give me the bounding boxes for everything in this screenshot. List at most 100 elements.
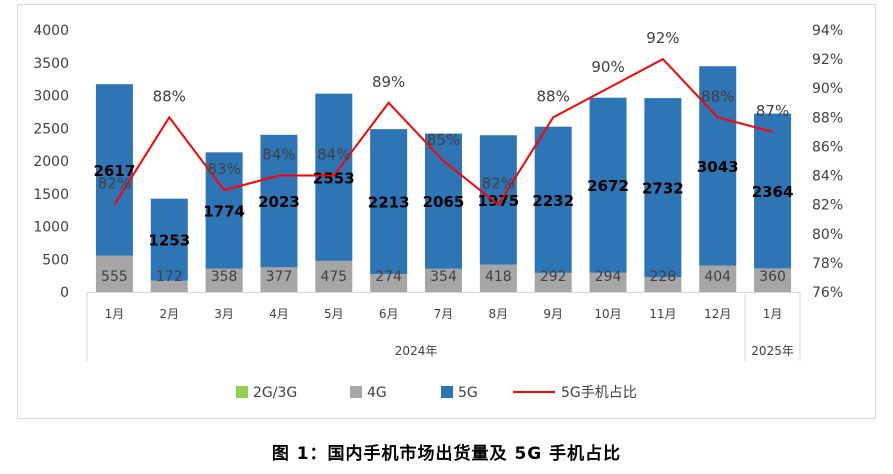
data-label-5g: 3043 bbox=[697, 158, 739, 176]
data-label-5g-share: 84% bbox=[317, 146, 350, 164]
bar-5g bbox=[754, 113, 792, 269]
data-label-5g-share: 83% bbox=[207, 160, 240, 178]
data-label-5g: 1975 bbox=[477, 192, 519, 210]
data-label-5g-share: 90% bbox=[591, 58, 624, 76]
x-tick-label: 10月 bbox=[594, 307, 621, 321]
data-label-5g: 2364 bbox=[752, 183, 794, 201]
x-tick-label: 1月 bbox=[105, 307, 125, 321]
bar-5g bbox=[370, 129, 408, 275]
y-right-tick-label: 76% bbox=[812, 285, 843, 301]
y-right-tick-label: 86% bbox=[812, 139, 843, 155]
x-tick-label: 12月 bbox=[704, 307, 731, 321]
y-right-tick-label: 80% bbox=[812, 227, 843, 243]
data-label-4g: 274 bbox=[375, 269, 402, 285]
data-label-5g: 2732 bbox=[642, 180, 684, 198]
bar-4g bbox=[260, 267, 298, 292]
legend-swatch bbox=[350, 386, 362, 398]
data-label-5g-share: 89% bbox=[372, 73, 405, 91]
bar-4g bbox=[479, 264, 517, 292]
data-label-4g: 418 bbox=[485, 269, 512, 285]
legend-swatch bbox=[236, 386, 248, 398]
bar-4g bbox=[150, 280, 188, 292]
bar-5g bbox=[205, 152, 243, 269]
data-label-5g: 2065 bbox=[423, 193, 465, 211]
data-label-5g-share: 85% bbox=[427, 131, 460, 149]
x-tick-label: 11月 bbox=[649, 307, 676, 321]
x-tick-label: 5月 bbox=[324, 307, 344, 321]
data-label-5g: 2672 bbox=[587, 177, 629, 195]
data-label-5g-share: 87% bbox=[756, 102, 789, 120]
legend-label: 4G bbox=[367, 385, 387, 401]
bar-5g bbox=[644, 98, 682, 278]
y-left-tick-label: 3500 bbox=[33, 56, 69, 72]
data-label-4g: 555 bbox=[101, 269, 128, 285]
data-label-4g: 360 bbox=[759, 269, 786, 285]
data-label-5g-share: 88% bbox=[153, 87, 186, 105]
data-label-4g: 292 bbox=[540, 269, 567, 285]
data-label-5g-share: 82% bbox=[482, 175, 515, 193]
y-right-tick-label: 88% bbox=[812, 110, 843, 126]
y-right-tick-label: 78% bbox=[812, 256, 843, 272]
x-group-label: 2025年 bbox=[751, 344, 794, 358]
data-label-5g-share: 88% bbox=[537, 87, 570, 105]
chart-frame bbox=[17, 4, 876, 419]
y-left-tick-label: 2000 bbox=[33, 154, 69, 170]
data-label-5g: 2232 bbox=[532, 192, 574, 210]
x-tick-label: 3月 bbox=[214, 307, 234, 321]
x-tick-label: 1月 bbox=[763, 307, 783, 321]
bar-5g bbox=[150, 198, 188, 281]
bar-5g bbox=[260, 134, 298, 268]
bar-5g bbox=[479, 135, 517, 265]
legend-label: 2G/3G bbox=[253, 385, 297, 401]
y-right-tick-label: 94% bbox=[812, 23, 843, 39]
bar-5g bbox=[699, 66, 737, 266]
data-label-5g-share: 88% bbox=[701, 87, 734, 105]
y-right-tick-label: 90% bbox=[812, 81, 843, 97]
bar-4g bbox=[754, 268, 792, 292]
x-tick-label: 9月 bbox=[543, 307, 563, 321]
data-label-5g: 2553 bbox=[313, 169, 355, 187]
bar-4g bbox=[205, 268, 243, 292]
data-label-4g: 377 bbox=[266, 269, 293, 285]
data-label-5g: 2617 bbox=[94, 162, 136, 180]
bar-4g bbox=[370, 274, 408, 292]
bar-4g bbox=[315, 260, 353, 292]
bar-4g bbox=[699, 265, 737, 292]
bar-5g bbox=[95, 84, 133, 256]
legend-label: 5G bbox=[458, 385, 478, 401]
y-left-tick-label: 3000 bbox=[33, 89, 69, 105]
y-left-tick-label: 1000 bbox=[33, 220, 69, 236]
x-tick-label: 6月 bbox=[379, 307, 399, 321]
y-left-tick-label: 1500 bbox=[33, 187, 69, 203]
x-tick-label: 7月 bbox=[434, 307, 454, 321]
legend-swatch bbox=[441, 386, 453, 398]
bar-5g bbox=[425, 133, 462, 269]
data-label-5g-share: 92% bbox=[646, 29, 679, 47]
data-label-4g: 404 bbox=[704, 269, 731, 285]
bar-4g bbox=[589, 272, 627, 292]
legend-label: 5G手机占比 bbox=[561, 385, 637, 401]
data-label-4g: 172 bbox=[156, 269, 183, 285]
data-label-5g: 2023 bbox=[258, 193, 300, 211]
x-tick-label: 2月 bbox=[159, 307, 179, 321]
bar-4g bbox=[644, 277, 682, 292]
x-group-label: 2024年 bbox=[395, 344, 438, 358]
line-5g-share bbox=[113, 57, 773, 207]
bar-4g bbox=[425, 268, 462, 292]
y-right-tick-label: 92% bbox=[812, 52, 843, 68]
bar-5g bbox=[534, 126, 572, 273]
data-label-4g: 475 bbox=[320, 269, 347, 285]
data-label-4g: 228 bbox=[650, 269, 677, 285]
y-left-tick-label: 0 bbox=[60, 285, 69, 301]
data-label-4g: 354 bbox=[430, 269, 457, 285]
data-label-5g-share: 84% bbox=[262, 146, 295, 164]
data-label-5g-share: 82% bbox=[98, 175, 131, 193]
y-left-tick-label: 4000 bbox=[33, 23, 69, 39]
y-left-tick-label: 2500 bbox=[33, 121, 69, 137]
y-left-tick-label: 500 bbox=[42, 252, 69, 268]
x-tick-label: 4月 bbox=[269, 307, 289, 321]
data-label-5g: 2213 bbox=[368, 194, 410, 212]
bar-5g bbox=[315, 93, 353, 261]
x-tick-label: 8月 bbox=[489, 307, 509, 321]
